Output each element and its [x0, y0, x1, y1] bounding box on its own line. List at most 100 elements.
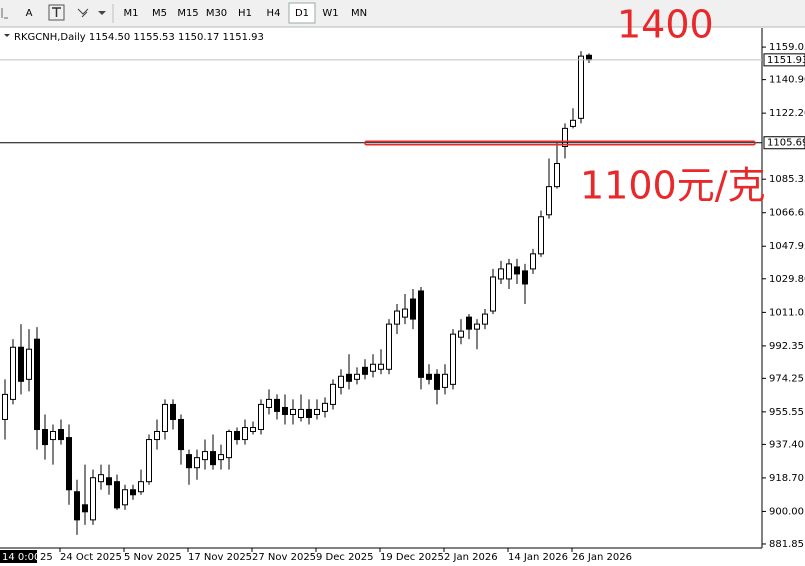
candle-body	[170, 403, 176, 420]
candle-body	[226, 430, 232, 459]
timeframe-button[interactable]: M15	[177, 8, 198, 19]
x-partial-label: 25	[40, 552, 53, 563]
candle-body	[42, 429, 48, 446]
candle-body	[498, 268, 504, 280]
candle-body	[154, 430, 160, 441]
tool-arrows[interactable]	[77, 8, 89, 18]
highlight-box	[364, 140, 756, 146]
candle-body	[202, 451, 208, 461]
candle-body	[194, 457, 200, 469]
annotation: 1400	[617, 3, 714, 47]
x-tick-label: 14 Jan 2026	[508, 552, 568, 563]
hline-label: 1105.69	[767, 138, 805, 149]
candle-body	[74, 491, 80, 521]
x-tick-label: 27 Nov 2025	[252, 552, 316, 563]
candle-body	[66, 437, 72, 491]
candle-body	[490, 276, 496, 312]
candle-body	[162, 403, 168, 432]
candle-body	[210, 451, 216, 466]
y-tick-label: 1140.90	[769, 75, 805, 86]
candle-body	[586, 54, 592, 61]
candle-body	[482, 313, 488, 325]
time-cursor-label: 14 0:00	[2, 552, 40, 563]
candle-body	[346, 373, 352, 382]
time-cursor-box	[0, 550, 37, 563]
timeframe-button[interactable]: H4	[267, 8, 281, 19]
y-tick-label: 1066.65	[769, 208, 805, 219]
candle-body	[322, 402, 328, 412]
timeframe-button[interactable]: M5	[152, 8, 167, 19]
x-tick-label: 17 Nov 2025	[188, 552, 252, 563]
candle-body	[314, 408, 320, 415]
y-tick-label: 974.25	[769, 373, 804, 384]
plot-area	[0, 28, 762, 548]
x-tick-label: 24 Oct 2025	[60, 552, 122, 563]
bid-label: 1151.93	[767, 55, 805, 66]
candle-body	[106, 477, 112, 486]
candle-body	[410, 298, 416, 320]
x-tick-label: 26 Jan 2026	[572, 552, 632, 563]
candle-body	[290, 408, 296, 415]
candle-body	[242, 427, 248, 441]
candle-body	[146, 439, 152, 483]
candle-body	[562, 127, 568, 147]
candle-body	[282, 406, 288, 415]
y-tick-label: 1029.80	[769, 274, 805, 285]
timeframe-active	[288, 2, 316, 24]
timeframe-button[interactable]: MN	[351, 8, 367, 19]
tool-text[interactable]: A	[26, 8, 33, 19]
candle-body	[370, 363, 376, 372]
candle-body	[114, 481, 120, 509]
candle-body	[362, 366, 368, 375]
candle-body	[274, 398, 280, 412]
candle-body	[10, 346, 16, 400]
candle-body	[354, 373, 360, 380]
y-tick-label: 881.85	[769, 539, 804, 550]
timeframe-bar: M1 M5 M15 M30 H1 H4 D1 W1 MN	[124, 2, 367, 24]
candle-body	[298, 408, 304, 419]
hline-box	[763, 136, 805, 150]
candle-body	[26, 348, 32, 380]
x-tick-label: 2 Jan 2026	[444, 552, 498, 563]
candle-body	[178, 418, 184, 451]
candle-body	[130, 489, 136, 496]
candle-body	[530, 253, 536, 270]
timeframe-button[interactable]: M1	[124, 8, 139, 19]
candle-body	[186, 454, 192, 469]
candle-body	[18, 346, 24, 382]
candle-body	[514, 266, 520, 275]
toolbar	[0, 0, 805, 27]
candle-body	[2, 393, 8, 420]
symbol-icon	[4, 34, 10, 37]
timeframe-button[interactable]: M30	[206, 8, 227, 19]
candle-body	[386, 323, 392, 370]
candle-body	[378, 363, 384, 370]
candle-body	[538, 216, 544, 255]
candle-body	[418, 290, 424, 378]
tool-label-icon	[52, 7, 61, 17]
tool-dropdown[interactable]	[98, 11, 106, 15]
tool-label[interactable]	[48, 4, 65, 21]
candle-body	[250, 427, 256, 432]
candle-body	[466, 316, 472, 330]
candle-body	[90, 477, 96, 521]
candle-body	[554, 163, 560, 188]
candle-body	[522, 270, 528, 285]
tool-icon[interactable]	[1, 8, 8, 19]
y-tick-label: 1011.05	[769, 307, 805, 318]
candle-body	[458, 330, 464, 338]
candle-body	[258, 403, 264, 431]
candle-body	[570, 119, 576, 127]
timeframe-button[interactable]: H1	[238, 8, 252, 19]
candle-body	[442, 373, 448, 388]
candles	[2, 51, 592, 535]
candle-body	[306, 408, 312, 419]
candle-body	[402, 308, 408, 318]
candle-body	[34, 338, 40, 431]
chart-header: RKGCNH,Daily 1154.50 1155.53 1150.17 115…	[14, 32, 264, 43]
candle-body	[266, 398, 272, 408]
timeframe-button[interactable]: D1	[295, 8, 309, 19]
candle-body	[82, 504, 88, 513]
timeframe-button[interactable]: W1	[322, 8, 338, 19]
